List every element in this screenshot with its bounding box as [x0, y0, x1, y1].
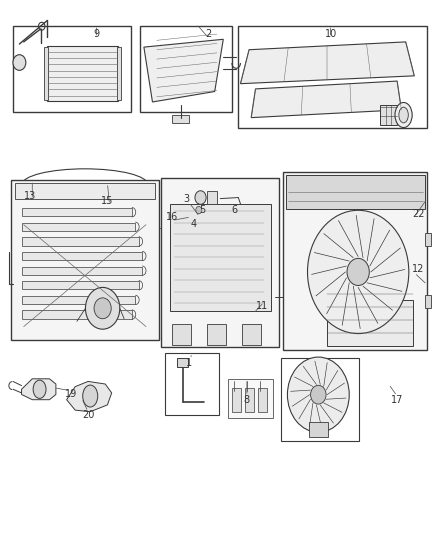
- Bar: [117, 47, 121, 100]
- Bar: [219, 195, 226, 201]
- Bar: [21, 208, 132, 216]
- Bar: [326, 301, 413, 346]
- Bar: [232, 388, 241, 411]
- Circle shape: [85, 287, 120, 329]
- Bar: [21, 296, 135, 304]
- Bar: [286, 175, 425, 209]
- Polygon shape: [67, 382, 112, 411]
- Bar: [177, 358, 188, 367]
- Polygon shape: [21, 379, 56, 400]
- Bar: [283, 173, 427, 350]
- Bar: [425, 295, 431, 308]
- Bar: [258, 388, 267, 411]
- Text: 2: 2: [205, 29, 212, 39]
- Text: 6: 6: [231, 205, 237, 215]
- Ellipse shape: [33, 380, 46, 398]
- Bar: [21, 252, 142, 260]
- Ellipse shape: [83, 385, 98, 407]
- Bar: [11, 180, 159, 340]
- Circle shape: [287, 357, 349, 432]
- Bar: [44, 47, 48, 100]
- Text: 20: 20: [82, 410, 94, 421]
- Bar: [21, 310, 132, 319]
- Polygon shape: [144, 39, 223, 102]
- Bar: [172, 324, 191, 345]
- Ellipse shape: [399, 107, 408, 123]
- Text: 16: 16: [166, 212, 178, 222]
- Bar: [140, 26, 232, 112]
- Circle shape: [347, 259, 369, 286]
- Bar: [166, 353, 219, 415]
- Bar: [172, 115, 189, 123]
- Polygon shape: [251, 81, 401, 118]
- Text: 1: 1: [186, 358, 192, 368]
- Bar: [380, 104, 397, 125]
- Bar: [238, 26, 427, 128]
- Bar: [21, 281, 139, 289]
- Text: 9: 9: [94, 29, 100, 39]
- Bar: [208, 191, 217, 204]
- Bar: [13, 26, 131, 112]
- Text: 12: 12: [413, 264, 425, 274]
- Circle shape: [311, 385, 326, 404]
- Bar: [21, 237, 139, 246]
- Text: 17: 17: [391, 395, 403, 405]
- Bar: [15, 183, 155, 199]
- Circle shape: [195, 191, 206, 204]
- Bar: [21, 223, 135, 231]
- Bar: [207, 324, 226, 345]
- Circle shape: [94, 298, 111, 319]
- Text: 3: 3: [184, 193, 190, 204]
- Text: 11: 11: [256, 301, 268, 311]
- Bar: [47, 46, 118, 101]
- Ellipse shape: [395, 102, 412, 127]
- Bar: [309, 422, 328, 437]
- Circle shape: [13, 55, 26, 70]
- Bar: [170, 204, 271, 311]
- Bar: [21, 266, 142, 275]
- Bar: [425, 232, 431, 246]
- Text: 10: 10: [325, 29, 337, 39]
- Circle shape: [307, 211, 409, 334]
- Text: 13: 13: [24, 191, 36, 201]
- Text: 22: 22: [412, 209, 425, 219]
- Circle shape: [196, 206, 202, 214]
- Text: 4: 4: [190, 219, 196, 229]
- Bar: [228, 379, 272, 418]
- Polygon shape: [240, 42, 414, 84]
- Bar: [191, 183, 245, 220]
- Text: 5: 5: [200, 205, 206, 215]
- Bar: [242, 324, 261, 345]
- Text: 8: 8: [244, 395, 250, 405]
- Text: 15: 15: [101, 196, 113, 206]
- Bar: [245, 388, 254, 411]
- Bar: [161, 177, 279, 348]
- Bar: [281, 358, 358, 441]
- Text: 19: 19: [65, 390, 77, 399]
